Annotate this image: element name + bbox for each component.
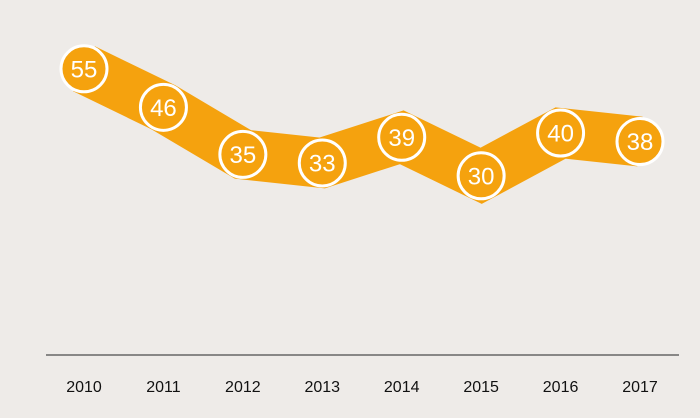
x-tick-label: 2011 (146, 379, 181, 396)
x-tick-labels: 2010 2011 2012 2013 2014 2015 2016 2017 (66, 379, 658, 396)
x-tick-label: 2015 (463, 379, 499, 396)
data-marker (377, 112, 427, 162)
data-point: 38 (615, 117, 665, 167)
data-point: 35 (218, 129, 268, 179)
data-point: 46 (138, 82, 188, 132)
data-point: 40 (536, 108, 586, 158)
data-markers: 55 46 35 33 39 30 40 38 (59, 44, 665, 201)
x-tick-label: 2014 (384, 379, 420, 396)
data-marker (138, 82, 188, 132)
x-tick-label: 2016 (543, 379, 579, 396)
data-label: 55 (71, 56, 98, 83)
data-marker (456, 151, 506, 201)
data-label: 38 (627, 129, 654, 156)
data-point: 30 (456, 151, 506, 201)
data-marker (615, 117, 665, 167)
data-label: 35 (230, 142, 257, 169)
x-tick-label: 2017 (622, 379, 658, 396)
data-label: 46 (150, 95, 177, 122)
x-tick-label: 2013 (304, 379, 340, 396)
data-label: 39 (388, 125, 415, 152)
data-point: 55 (59, 44, 109, 94)
x-tick-label: 2010 (66, 379, 102, 396)
data-label: 30 (468, 163, 495, 190)
data-label: 40 (547, 121, 574, 148)
data-point: 33 (297, 138, 347, 188)
data-point: 39 (377, 112, 427, 162)
data-marker (536, 108, 586, 158)
data-label: 33 (309, 150, 336, 177)
x-tick-label: 2012 (225, 379, 261, 396)
data-marker (59, 44, 109, 94)
data-marker (297, 138, 347, 188)
data-marker (218, 129, 268, 179)
